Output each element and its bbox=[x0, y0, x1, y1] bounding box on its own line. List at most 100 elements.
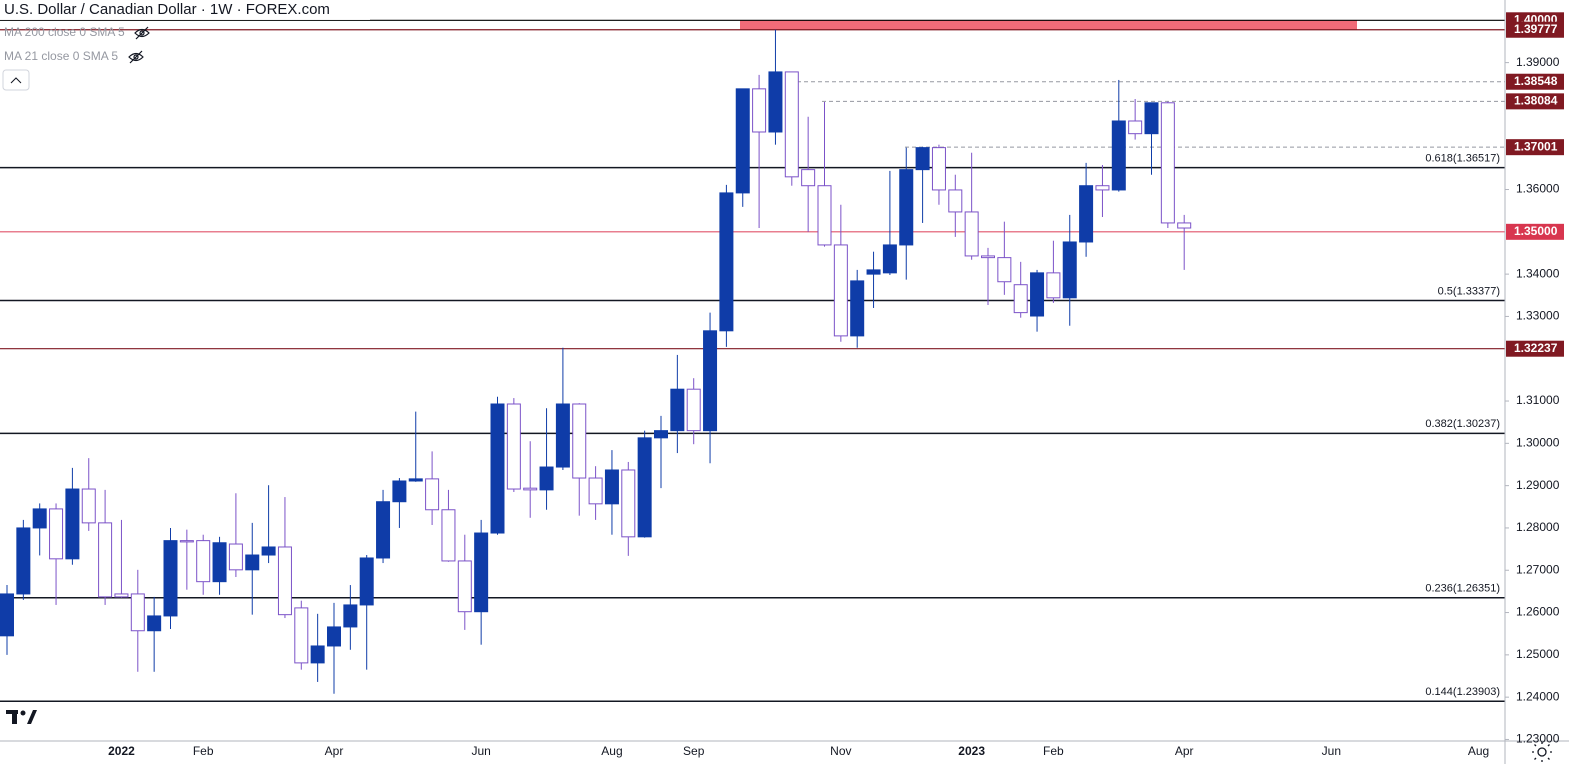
candle-body bbox=[572, 403, 587, 479]
candle-body bbox=[1095, 185, 1110, 191]
candle-body bbox=[915, 147, 930, 171]
candle-body bbox=[392, 480, 407, 503]
candle-body bbox=[1030, 272, 1045, 317]
price-tag bbox=[1506, 73, 1564, 90]
candle-body bbox=[637, 437, 652, 538]
price-tag bbox=[1506, 139, 1564, 156]
candle-body bbox=[964, 211, 979, 257]
candle-body bbox=[457, 560, 472, 613]
candle-body bbox=[539, 466, 554, 491]
candle-body bbox=[604, 469, 619, 505]
x-tick-label: Apr bbox=[325, 744, 344, 758]
candle-body bbox=[228, 543, 243, 571]
candle-body bbox=[1144, 102, 1159, 135]
y-tick-label: 1.33000 bbox=[1516, 309, 1560, 323]
candle-body bbox=[866, 269, 881, 275]
candle-body bbox=[719, 192, 734, 332]
y-tick-label: 1.29000 bbox=[1516, 478, 1560, 492]
candle-body bbox=[310, 645, 325, 664]
indicator-label: MA 21 close 0 SMA 5 bbox=[4, 49, 118, 63]
y-tick-label: 1.34000 bbox=[1516, 266, 1560, 280]
candle-body bbox=[735, 88, 750, 194]
price-tag-label: 1.37001 bbox=[1514, 139, 1558, 153]
y-tick-label: 1.23000 bbox=[1516, 732, 1560, 746]
price-tag bbox=[1506, 93, 1564, 110]
candle-body bbox=[474, 532, 489, 613]
eye-icon[interactable] bbox=[128, 50, 144, 64]
candle-body bbox=[327, 626, 341, 647]
candle-body bbox=[621, 469, 636, 538]
plot-area: 0.618(1.36517) 0.5(1.33377) 0.382(1.30237)… bbox=[0, 19, 1505, 703]
price-axis-panel bbox=[1505, 0, 1569, 764]
time-axis-panel bbox=[0, 741, 1569, 764]
price-tag-label: 1.32237 bbox=[1514, 341, 1558, 355]
price-tag bbox=[1506, 21, 1564, 38]
candle-body bbox=[163, 540, 178, 617]
logo bbox=[6, 710, 37, 724]
candle-body bbox=[1128, 120, 1143, 135]
candle-body bbox=[343, 604, 358, 628]
candle-body bbox=[1046, 272, 1061, 299]
candle-body bbox=[703, 330, 718, 432]
x-tick-label: Apr bbox=[1175, 744, 1194, 758]
y-tick-label: 1.25000 bbox=[1516, 647, 1560, 661]
x-tick-label: Aug bbox=[601, 744, 622, 758]
candle-body bbox=[1160, 102, 1175, 224]
candle-body bbox=[670, 388, 685, 432]
candle-body bbox=[523, 487, 538, 491]
y-tick-label: 1.31000 bbox=[1516, 393, 1560, 407]
settings-icon[interactable] bbox=[1532, 742, 1552, 762]
candle-body bbox=[425, 478, 440, 511]
y-tick-label: 1.26000 bbox=[1516, 605, 1560, 619]
candle-body bbox=[81, 488, 96, 524]
candle-body bbox=[376, 501, 391, 559]
eye-icon[interactable] bbox=[134, 26, 150, 40]
collapse-icon bbox=[10, 77, 22, 84]
candle-body bbox=[1111, 120, 1126, 191]
candle-body bbox=[441, 509, 456, 562]
candle-body bbox=[179, 540, 194, 543]
candle-body bbox=[1062, 241, 1077, 299]
chart-title: U.S. Dollar / Canadian Dollar · 1W · FOR… bbox=[4, 1, 330, 18]
candle-body bbox=[997, 257, 1012, 283]
candle-body bbox=[212, 542, 227, 583]
fib-label: 0.382(1.30237) bbox=[1425, 418, 1500, 430]
candle-body bbox=[981, 255, 995, 259]
candle-body bbox=[196, 540, 211, 583]
candle-body bbox=[882, 244, 897, 274]
price-tag-label: 1.38548 bbox=[1514, 74, 1558, 88]
candle-body bbox=[261, 546, 276, 556]
candle-body bbox=[490, 403, 505, 534]
price-tag-label: 1.39777 bbox=[1514, 22, 1558, 36]
candle-body bbox=[817, 185, 832, 246]
candle-body bbox=[0, 593, 14, 637]
collapse-button[interactable] bbox=[2, 69, 30, 91]
fib-label: 0.5(1.33377) bbox=[1438, 285, 1500, 297]
candle-body bbox=[65, 488, 80, 560]
y-tick-label: 1.36000 bbox=[1516, 182, 1560, 196]
y-tick-label: 1.28000 bbox=[1516, 520, 1560, 534]
candle-body bbox=[147, 615, 162, 632]
candle-body bbox=[768, 71, 783, 133]
price-tag-label: 1.35000 bbox=[1514, 224, 1558, 238]
candle-body bbox=[408, 478, 423, 482]
x-tick-label: Nov bbox=[830, 744, 851, 758]
fib-label: 0.144(1.23903) bbox=[1425, 686, 1500, 698]
candle-body bbox=[32, 508, 47, 529]
candle-body bbox=[359, 557, 374, 606]
indicator-label: MA 200 close 0 SMA 5 bbox=[4, 25, 125, 39]
candle-body bbox=[1177, 222, 1192, 229]
candle-body bbox=[245, 554, 260, 571]
candle-body bbox=[784, 71, 799, 178]
candle-body bbox=[16, 527, 31, 595]
y-tick-label: 1.39000 bbox=[1516, 55, 1560, 69]
x-tick-label: 2023 bbox=[958, 744, 985, 758]
price-tag-label: 1.38084 bbox=[1514, 94, 1558, 108]
y-tick-label: 1.24000 bbox=[1516, 689, 1560, 703]
x-tick-label: Feb bbox=[1043, 744, 1064, 758]
fib-label: 0.618(1.36517) bbox=[1425, 153, 1500, 165]
price-tag bbox=[1506, 223, 1564, 240]
resistance-zone bbox=[740, 20, 1357, 30]
